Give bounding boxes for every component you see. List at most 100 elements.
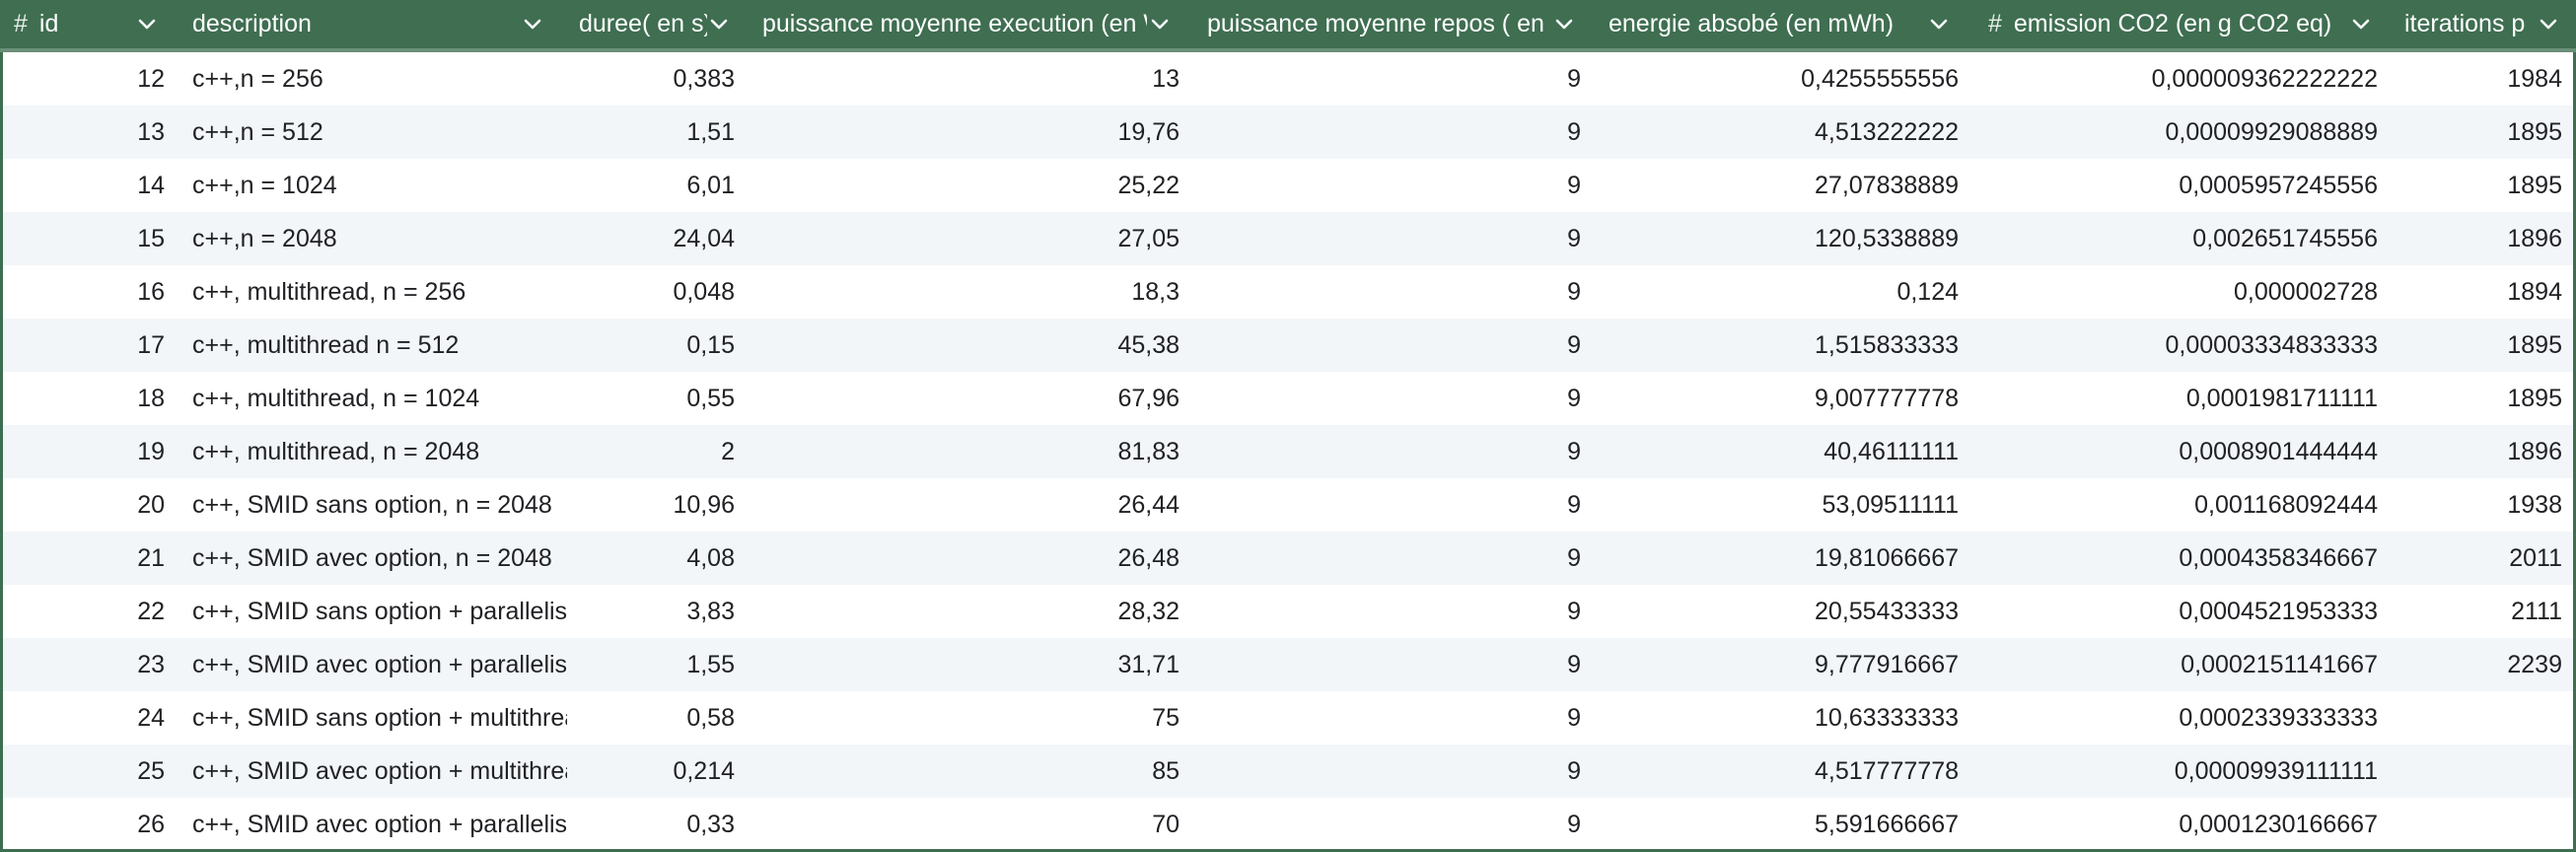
- cell-puissance-repos[interactable]: 9: [1567, 598, 1581, 625]
- table-row[interactable]: 24 c++, SMID sans option + multithread 0,5…: [3, 691, 2573, 745]
- cell-emission-co2[interactable]: 0,0008901444444: [2179, 438, 2378, 465]
- cell-id[interactable]: 17: [137, 331, 165, 359]
- cell-emission-co2[interactable]: 0,0005957245556: [2179, 172, 2378, 199]
- cell-id[interactable]: 21: [137, 544, 165, 572]
- cell-description[interactable]: c++, SMID avec option + parallelism: [192, 811, 567, 838]
- chevron-down-icon[interactable]: [1554, 14, 1574, 34]
- cell-description[interactable]: c++, multithread, n = 2048: [192, 438, 480, 465]
- cell-duree[interactable]: 1,55: [686, 651, 735, 678]
- chevron-down-icon[interactable]: [1150, 14, 1170, 34]
- cell-puissance-repos[interactable]: 9: [1567, 65, 1581, 93]
- cell-energie[interactable]: 1,515833333: [1815, 331, 1959, 359]
- cell-id[interactable]: 22: [137, 598, 165, 625]
- column-header-description[interactable]: description: [192, 0, 552, 48]
- cell-duree[interactable]: 2: [721, 438, 735, 465]
- cell-emission-co2[interactable]: 0,000009362222222: [2151, 65, 2378, 93]
- cell-iterations[interactable]: [2390, 798, 2562, 851]
- cell-puissance-execution[interactable]: 31,71: [1117, 651, 1180, 678]
- cell-puissance-repos[interactable]: 9: [1567, 172, 1581, 199]
- cell-duree[interactable]: 0,58: [686, 704, 735, 732]
- cell-puissance-repos[interactable]: 9: [1567, 385, 1581, 412]
- cell-emission-co2[interactable]: 0,0001230166667: [2179, 811, 2378, 838]
- table-row[interactable]: 16 c++, multithread, n = 256 0,048 18,3 9 0,1…: [3, 265, 2573, 319]
- cell-description[interactable]: c++, multithread n = 512: [192, 331, 460, 359]
- cell-puissance-repos[interactable]: 9: [1567, 757, 1581, 785]
- cell-description[interactable]: c++, multithread, n = 256: [192, 278, 466, 306]
- cell-energie[interactable]: 9,777916667: [1815, 651, 1959, 678]
- cell-duree[interactable]: 0,33: [686, 811, 735, 838]
- cell-duree[interactable]: 0,214: [673, 757, 735, 785]
- column-header-puissance-repos[interactable]: puissance moyenne repos ( en W: [1207, 0, 1582, 48]
- cell-iterations[interactable]: 2239: [2507, 651, 2562, 678]
- cell-puissance-execution[interactable]: 27,05: [1117, 225, 1180, 252]
- cell-puissance-repos[interactable]: 9: [1567, 704, 1581, 732]
- cell-iterations[interactable]: 1938: [2507, 491, 2562, 519]
- cell-emission-co2[interactable]: 0,0004358346667: [2179, 544, 2378, 572]
- table-row[interactable]: 19 c++, multithread, n = 2048 2 81,83 9 40,46…: [3, 425, 2573, 478]
- cell-emission-co2[interactable]: 0,001168092444: [2194, 491, 2378, 519]
- cell-energie[interactable]: 20,55433333: [1815, 598, 1959, 625]
- cell-duree[interactable]: 6,01: [686, 172, 735, 199]
- chevron-down-icon[interactable]: [137, 14, 157, 34]
- chevron-down-icon[interactable]: [1929, 14, 1949, 34]
- cell-id[interactable]: 19: [137, 438, 165, 465]
- cell-energie[interactable]: 4,517777778: [1815, 757, 1959, 785]
- table-row[interactable]: 14 c++,n = 1024 6,01 25,22 9 27,07838889 0,000…: [3, 159, 2573, 212]
- cell-puissance-repos[interactable]: 9: [1567, 118, 1581, 146]
- cell-energie[interactable]: 27,07838889: [1815, 172, 1959, 199]
- cell-emission-co2[interactable]: 0,0004521953333: [2179, 598, 2378, 625]
- cell-emission-co2[interactable]: 0,00009929088889: [2165, 118, 2378, 146]
- cell-puissance-repos[interactable]: 9: [1567, 491, 1581, 519]
- cell-puissance-repos[interactable]: 9: [1567, 278, 1581, 306]
- cell-puissance-execution[interactable]: 45,38: [1117, 331, 1180, 359]
- cell-energie[interactable]: 10,63333333: [1815, 704, 1959, 732]
- table-row[interactable]: 22 c++, SMID sans option + parallelism 3,8…: [3, 585, 2573, 638]
- column-header-duree[interactable]: duree( en s): [579, 0, 737, 48]
- cell-duree[interactable]: 3,83: [686, 598, 735, 625]
- column-header-emission-co2[interactable]: # emission CO2 (en g CO2 eq): [1988, 0, 2378, 48]
- cell-energie[interactable]: 19,81066667: [1815, 544, 1959, 572]
- cell-puissance-execution[interactable]: 81,83: [1117, 438, 1180, 465]
- cell-duree[interactable]: 0,55: [686, 385, 735, 412]
- column-header-iterations[interactable]: iterations p: [2404, 0, 2570, 48]
- cell-emission-co2[interactable]: 0,0002339333333: [2179, 704, 2378, 732]
- cell-id[interactable]: 15: [137, 225, 165, 252]
- cell-energie[interactable]: 0,124: [1896, 278, 1959, 306]
- chevron-down-icon[interactable]: [523, 14, 542, 34]
- cell-description[interactable]: c++,n = 1024: [192, 172, 337, 199]
- table-row[interactable]: 13 c++,n = 512 1,51 19,76 9 4,513222222 0,0000…: [3, 106, 2573, 159]
- cell-id[interactable]: 13: [137, 118, 165, 146]
- cell-puissance-execution[interactable]: 18,3: [1131, 278, 1180, 306]
- cell-emission-co2[interactable]: 0,00003334833333: [2165, 331, 2378, 359]
- cell-puissance-execution[interactable]: 70: [1152, 811, 1180, 838]
- cell-description[interactable]: c++, multithread, n = 1024: [192, 385, 480, 412]
- cell-emission-co2[interactable]: 0,00009939111111: [2174, 757, 2378, 785]
- cell-puissance-execution[interactable]: 28,32: [1117, 598, 1180, 625]
- cell-description[interactable]: c++,n = 256: [192, 65, 323, 93]
- table-row[interactable]: 26 c++, SMID avec option + parallelism 0,3…: [3, 798, 2573, 851]
- column-header-energie[interactable]: energie absobé (en mWh): [1609, 0, 1964, 48]
- table-row[interactable]: 15 c++,n = 2048 24,04 27,05 9 120,5338889 0,00…: [3, 212, 2573, 265]
- cell-iterations[interactable]: [2390, 745, 2562, 798]
- cell-duree[interactable]: 4,08: [686, 544, 735, 572]
- cell-iterations[interactable]: 1895: [2507, 172, 2562, 199]
- cell-energie[interactable]: 53,09511111: [1822, 491, 1959, 519]
- cell-energie[interactable]: 120,5338889: [1815, 225, 1959, 252]
- cell-puissance-repos[interactable]: 9: [1567, 331, 1581, 359]
- table-row[interactable]: 21 c++, SMID avec option, n = 2048 4,08 26,…: [3, 532, 2573, 585]
- cell-duree[interactable]: 0,048: [673, 278, 735, 306]
- table-row[interactable]: 20 c++, SMID sans option, n = 2048 10,96 26…: [3, 478, 2573, 532]
- cell-description[interactable]: c++, SMID sans option, n = 2048: [192, 491, 552, 519]
- cell-description[interactable]: c++, SMID sans option + parallelism: [192, 598, 567, 625]
- cell-energie[interactable]: 4,513222222: [1815, 118, 1959, 146]
- cell-iterations[interactable]: 2111: [2511, 598, 2562, 625]
- cell-puissance-execution[interactable]: 13: [1152, 65, 1180, 93]
- cell-puissance-repos[interactable]: 9: [1567, 544, 1581, 572]
- cell-puissance-execution[interactable]: 26,48: [1117, 544, 1180, 572]
- cell-id[interactable]: 25: [137, 757, 165, 785]
- column-header-id[interactable]: # id: [14, 0, 162, 48]
- cell-emission-co2[interactable]: 0,000002728: [2234, 278, 2378, 306]
- cell-puissance-execution[interactable]: 25,22: [1117, 172, 1180, 199]
- cell-iterations[interactable]: 1895: [2507, 331, 2562, 359]
- cell-duree[interactable]: 10,96: [673, 491, 735, 519]
